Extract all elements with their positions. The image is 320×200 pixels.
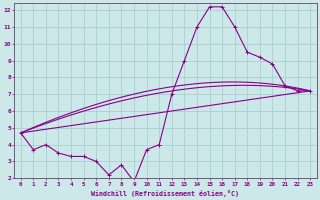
X-axis label: Windchill (Refroidissement éolien,°C): Windchill (Refroidissement éolien,°C) <box>92 190 239 197</box>
